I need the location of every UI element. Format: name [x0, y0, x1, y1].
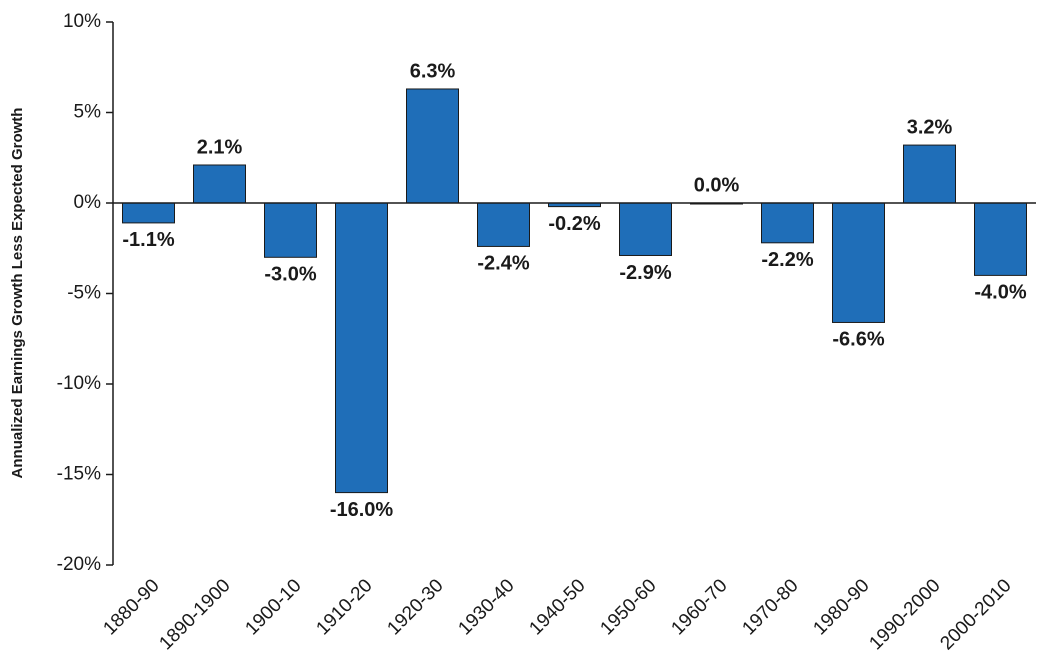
x-tick-label: 1900-10 [241, 575, 305, 639]
x-tick-label: 1950-60 [596, 575, 660, 639]
y-axis-label: Annualized Earnings Growth Less Expected… [9, 108, 26, 479]
x-tick-label: 1980-90 [809, 575, 873, 639]
bar [974, 202, 1027, 276]
y-tick-label: 0% [74, 192, 102, 213]
bar [406, 88, 459, 204]
x-tick-label: 2000-2010 [936, 575, 1015, 654]
bar [335, 202, 388, 494]
bar [122, 202, 175, 224]
x-tick-label: 1920-30 [383, 575, 447, 639]
x-tick-label: 1990-2000 [865, 575, 944, 654]
value-label: -3.0% [264, 264, 316, 286]
x-tick-label: 1910-20 [312, 575, 376, 639]
y-tick-label: -15% [57, 464, 101, 485]
x-tick-label: 1890-1900 [155, 575, 234, 654]
value-label: 3.2% [907, 116, 953, 138]
y-tick-label: 10% [63, 11, 101, 32]
value-label: -2.2% [761, 249, 813, 271]
x-tick-label: 1970-80 [738, 575, 802, 639]
x-tick-label: 1880-90 [99, 575, 163, 639]
value-label: 0.0% [694, 174, 740, 196]
y-tick-label: 5% [74, 102, 102, 123]
bar [477, 202, 530, 247]
x-tick-label: 1940-50 [525, 575, 589, 639]
bar [264, 202, 317, 258]
value-label: 2.1% [197, 136, 243, 158]
bar [761, 202, 814, 244]
value-label: -2.9% [619, 262, 671, 284]
y-tick-label: -10% [57, 373, 101, 394]
x-tick-label: 1930-40 [454, 575, 518, 639]
value-label: -1.1% [122, 229, 174, 251]
bar [903, 144, 956, 204]
bar [193, 164, 246, 204]
y-tick-label: -20% [57, 554, 101, 575]
value-label: -16.0% [330, 499, 394, 521]
y-tick-label: -5% [67, 283, 101, 304]
bar [619, 202, 672, 256]
bar [832, 202, 885, 323]
value-label: -0.2% [548, 213, 600, 235]
value-label: -4.0% [974, 282, 1026, 304]
value-label: -2.4% [477, 253, 529, 275]
value-label: 6.3% [410, 60, 456, 82]
x-tick-label: 1960-70 [667, 575, 731, 639]
value-label: -6.6% [832, 329, 884, 351]
